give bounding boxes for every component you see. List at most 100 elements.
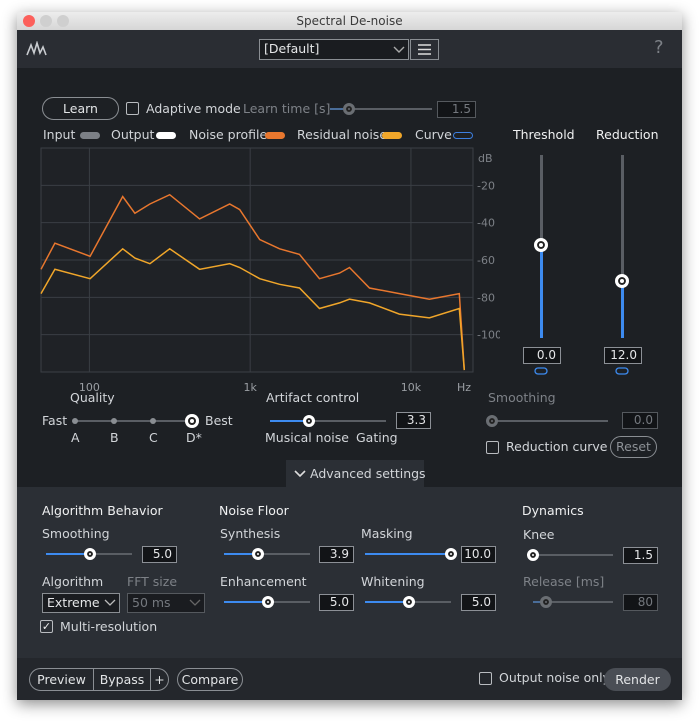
legend-label: Output — [111, 127, 155, 142]
quality-fast: Fast — [42, 413, 68, 428]
chevrons — [104, 599, 201, 606]
advanced-panel — [17, 487, 682, 658]
quality-best: Best — [205, 413, 233, 428]
release-label: Release [ms] — [523, 574, 605, 589]
fft-label: FFT size — [127, 574, 178, 589]
threshold-value[interactable]: 0.0 — [523, 347, 561, 364]
quality-step-label: C — [149, 430, 158, 445]
y-tick-label: -40 — [477, 217, 495, 230]
algorithm-label: Algorithm — [42, 574, 104, 589]
menu-button[interactable] — [410, 39, 439, 60]
artifact-value[interactable]: 3.3 — [396, 412, 431, 429]
legend-swatch — [453, 132, 473, 139]
bypass-button[interactable]: Bypass — [93, 668, 151, 691]
adaptive-checkbox[interactable] — [126, 102, 139, 115]
slider-track — [533, 554, 613, 556]
algorithm-select[interactable]: Extreme — [42, 593, 120, 613]
slider-fill — [539, 244, 543, 338]
section-title: Noise Floor — [219, 503, 289, 518]
slider-track — [330, 108, 432, 110]
algorithm-text: Extreme — [47, 595, 100, 610]
slider-fill — [46, 553, 90, 555]
slider-fill — [533, 601, 546, 603]
menu-icon — [418, 44, 431, 55]
reduction-label: Reduction — [596, 127, 659, 142]
y-tick-label: -80 — [477, 291, 495, 304]
legend-swatch — [265, 132, 285, 139]
minimize-button[interactable] — [40, 15, 52, 27]
slider-fill — [270, 420, 310, 422]
preset-select[interactable]: [Default] — [259, 39, 409, 60]
section-title: Algorithm Behavior — [42, 503, 163, 518]
close-button[interactable] — [23, 15, 35, 27]
spectrum-chart: -20 -40 -60 -80 -100 100 1k 10k Hz dB — [40, 147, 500, 394]
threshold-label: Threshold — [513, 127, 575, 142]
learn-time-value[interactable]: 1.5 — [437, 101, 476, 118]
synthesis-label: Synthesis — [220, 526, 281, 541]
advanced-tab[interactable] — [286, 460, 424, 488]
smoothing-value[interactable]: 0.0 — [622, 412, 658, 429]
quality-knob[interactable] — [185, 414, 199, 428]
learn-button[interactable]: Learn — [42, 97, 119, 120]
slider-fill — [365, 553, 451, 555]
chevron — [393, 46, 405, 53]
slider-knob — [252, 548, 265, 560]
output-noise-checkbox[interactable] — [479, 672, 492, 685]
reduction-curve-label: Reduction curve — [506, 439, 608, 454]
masking-value[interactable]: 10.0 — [461, 546, 496, 563]
chevron — [294, 470, 306, 478]
reduction-curve-checkbox[interactable] — [486, 441, 499, 454]
zoom-button[interactable] — [57, 15, 69, 27]
artifact-right: Gating — [356, 430, 398, 445]
y-tick-label: -100 — [477, 329, 500, 342]
window-title: Spectral De-noise — [296, 14, 403, 28]
slider-knob — [303, 415, 316, 427]
slider-track — [492, 420, 608, 422]
slider-fill — [330, 108, 350, 110]
slider-track — [224, 553, 310, 555]
adaptive-label: Adaptive mode — [146, 101, 241, 116]
y-tick-label: -60 — [477, 254, 495, 267]
quality-label: Quality — [70, 390, 115, 405]
footer — [17, 658, 682, 700]
synthesis-value[interactable]: 3.9 — [319, 546, 354, 563]
enhancement-value[interactable]: 5.0 — [319, 594, 354, 611]
logo — [26, 41, 47, 56]
y-axis-label: dB — [478, 152, 493, 165]
section-title: Dynamics — [522, 503, 584, 518]
whitening-label: Whitening — [361, 574, 425, 589]
enhancement-label: Enhancement — [220, 574, 307, 589]
plus-button[interactable]: + — [150, 668, 169, 691]
reset-button[interactable]: Reset — [610, 436, 657, 458]
render-button[interactable]: Render — [604, 668, 671, 691]
slider-knob — [486, 415, 498, 427]
compare-button[interactable]: Compare — [177, 668, 243, 691]
y-tick-label: -20 — [477, 179, 495, 192]
x-tick-label: 1k — [243, 381, 257, 394]
knee-value[interactable]: 1.5 — [623, 547, 658, 564]
slider-knob — [83, 548, 96, 560]
x-axis-label: Hz — [457, 381, 471, 394]
whitening-value[interactable]: 5.0 — [461, 594, 496, 611]
link-icons — [534, 367, 629, 375]
multi-resolution-checkbox[interactable]: ✓ — [40, 620, 53, 633]
quality-track — [75, 420, 192, 422]
slider-knob — [527, 549, 539, 561]
legend-label: Noise profile — [189, 127, 268, 142]
preview-button[interactable]: Preview — [29, 668, 94, 691]
ab-smoothing-value[interactable]: 5.0 — [142, 546, 177, 563]
slider-knob — [402, 596, 415, 608]
slider-knob — [445, 548, 457, 560]
legend-swatch — [156, 132, 176, 139]
advanced-label: Advanced settings — [310, 466, 426, 481]
series-line — [40, 247, 466, 371]
quality-step-label: D* — [186, 430, 202, 445]
reduction-value[interactable]: 12.0 — [604, 347, 642, 364]
quality-step-label: B — [110, 430, 119, 445]
multi-resolution-label: Multi-resolution — [60, 619, 158, 634]
legend-label: Input — [43, 127, 76, 142]
help-button[interactable]: ? — [654, 37, 664, 58]
legend-swatch — [382, 132, 402, 139]
release-value[interactable]: 80 — [623, 594, 658, 611]
fft-select[interactable]: 50 ms — [127, 593, 205, 613]
